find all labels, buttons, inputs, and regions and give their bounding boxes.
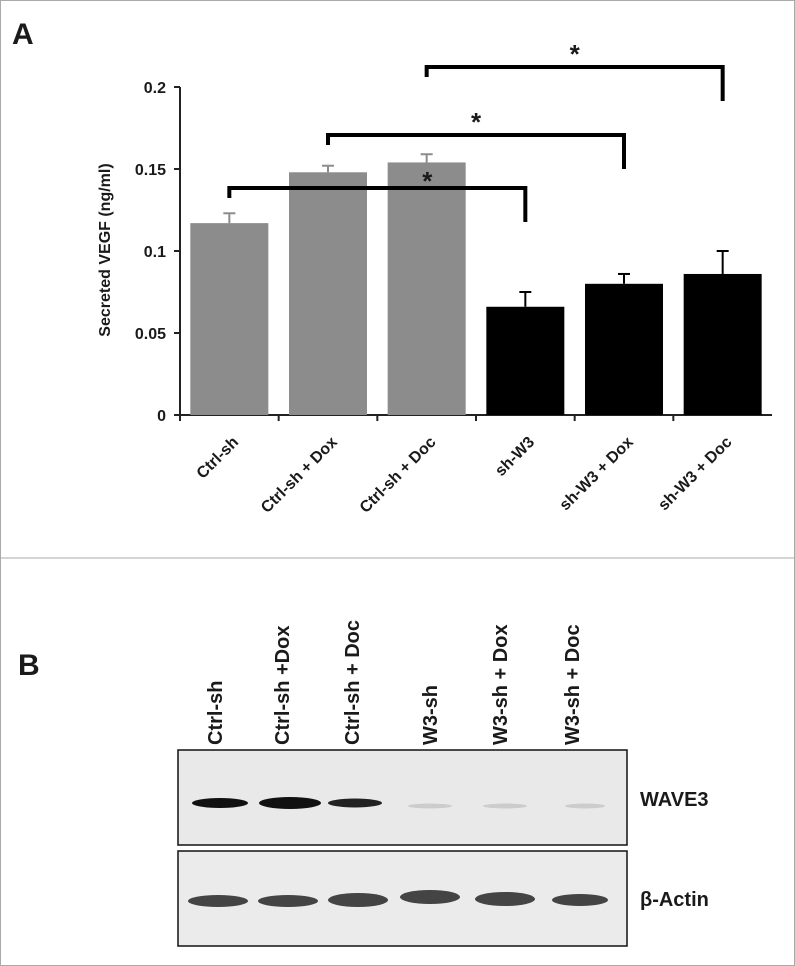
significance-bracket — [326, 133, 626, 169]
band — [475, 892, 535, 906]
actin-bands — [188, 890, 608, 907]
panel-label: A — [12, 18, 34, 51]
band — [552, 894, 608, 906]
blot-frame — [177, 749, 628, 846]
blot — [177, 749, 628, 947]
band — [408, 803, 452, 809]
wave3-bands — [192, 797, 605, 809]
significance-bracket — [424, 65, 725, 101]
bar — [289, 172, 367, 415]
y-tick-label: 0 — [157, 408, 166, 425]
lane-label: Ctrl-sh +Dox — [272, 626, 294, 745]
lane-label: W3-sh — [420, 685, 442, 745]
y-tick-label: 0.05 — [135, 326, 166, 343]
band-label: β-Actin — [640, 889, 709, 911]
y-tick-label: 0.1 — [144, 244, 166, 261]
significance-label: * — [471, 107, 482, 137]
bar — [683, 273, 762, 415]
lane-label: W3-sh + Dox — [490, 624, 512, 745]
bar — [387, 162, 466, 415]
band — [258, 895, 318, 907]
bar — [190, 223, 269, 415]
band-label: WAVE3 — [640, 789, 709, 811]
lane-label: W3-sh + Doc — [562, 624, 584, 745]
panel-label: B — [18, 649, 40, 682]
y-tick-label: 0.15 — [135, 162, 166, 179]
bar — [486, 306, 565, 415]
band — [328, 798, 382, 808]
bar — [585, 283, 663, 415]
band — [328, 893, 388, 907]
band — [483, 803, 527, 809]
significance-bracket — [227, 186, 528, 222]
y-tick-label: 0.2 — [144, 80, 166, 97]
band — [565, 803, 605, 809]
band — [259, 797, 321, 809]
significance-label: * — [422, 166, 433, 196]
band — [400, 890, 460, 904]
significance-label: * — [570, 39, 581, 69]
y-axis-label: Secreted VEGF (ng/ml) — [97, 163, 114, 336]
lane-label: Ctrl-sh — [205, 681, 227, 745]
band — [192, 798, 248, 808]
lane-label: Ctrl-sh + Doc — [342, 620, 364, 745]
band — [188, 895, 248, 907]
